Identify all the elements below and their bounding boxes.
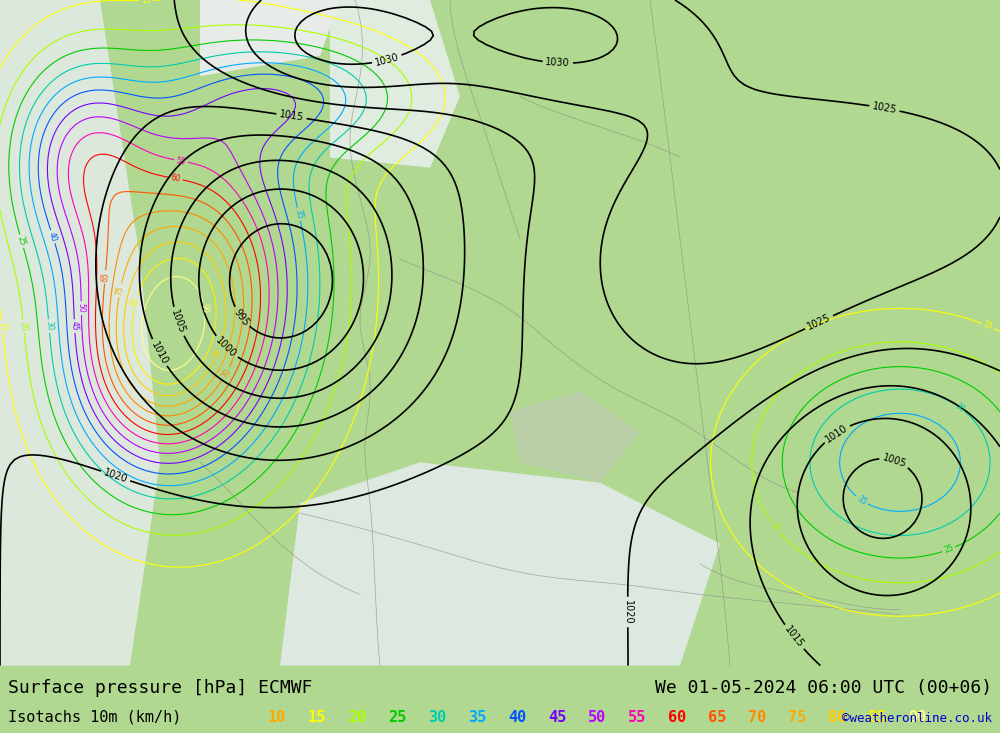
Text: 30: 30: [44, 321, 54, 331]
Text: 1015: 1015: [782, 625, 806, 650]
Text: 1010: 1010: [149, 339, 169, 366]
Text: 1010: 1010: [824, 422, 850, 444]
Text: 15: 15: [982, 320, 994, 332]
Text: 30: 30: [953, 401, 966, 414]
Text: 25: 25: [16, 235, 27, 247]
Text: 25: 25: [388, 710, 406, 725]
Text: 1015: 1015: [279, 109, 304, 123]
Text: 45: 45: [70, 321, 79, 331]
Text: 60: 60: [170, 173, 181, 184]
Text: 70: 70: [748, 710, 766, 725]
Text: 75: 75: [115, 284, 125, 296]
Text: 80: 80: [212, 347, 224, 359]
Text: 80: 80: [828, 710, 846, 725]
Text: 35: 35: [468, 710, 486, 725]
Text: 1025: 1025: [806, 312, 832, 332]
Text: 1025: 1025: [871, 101, 897, 115]
Text: 60: 60: [668, 710, 686, 725]
Text: 1020: 1020: [623, 600, 633, 625]
Text: 50: 50: [588, 710, 606, 725]
Text: 25: 25: [943, 544, 955, 556]
Text: 1030: 1030: [374, 51, 400, 67]
Text: 20: 20: [19, 321, 29, 331]
Text: 55: 55: [175, 155, 187, 166]
Text: We 01-05-2024 06:00 UTC (00+06): We 01-05-2024 06:00 UTC (00+06): [655, 679, 992, 697]
Text: ©weatheronline.co.uk: ©weatheronline.co.uk: [842, 712, 992, 725]
Text: 20: 20: [768, 520, 781, 534]
Text: 15: 15: [141, 0, 151, 5]
Text: 85: 85: [130, 296, 141, 308]
Text: 70: 70: [220, 366, 232, 380]
Polygon shape: [0, 0, 160, 666]
Text: 35: 35: [293, 209, 304, 220]
Polygon shape: [200, 0, 340, 76]
Text: 65: 65: [100, 272, 110, 282]
Text: 20: 20: [348, 710, 366, 725]
Text: 1020: 1020: [102, 468, 129, 485]
Text: 50: 50: [77, 303, 86, 313]
Text: 90: 90: [199, 303, 209, 314]
Text: Surface pressure [hPa] ECMWF: Surface pressure [hPa] ECMWF: [8, 679, 312, 697]
Text: 45: 45: [548, 710, 566, 725]
Text: 40: 40: [47, 231, 59, 243]
Text: 15: 15: [308, 710, 326, 725]
Text: 55: 55: [628, 710, 646, 725]
Text: 1005: 1005: [881, 452, 908, 469]
Text: 15: 15: [0, 321, 7, 331]
Text: 65: 65: [708, 710, 726, 725]
Text: Isotachs 10m (km/h): Isotachs 10m (km/h): [8, 710, 181, 725]
Text: 1000: 1000: [214, 335, 238, 360]
Polygon shape: [510, 391, 640, 482]
Polygon shape: [280, 463, 720, 666]
Text: 995: 995: [232, 307, 251, 328]
Text: 35: 35: [855, 494, 868, 507]
Polygon shape: [330, 0, 460, 168]
Text: 40: 40: [508, 710, 526, 725]
Text: 85: 85: [868, 710, 886, 725]
Text: 90: 90: [908, 710, 926, 725]
Text: 30: 30: [428, 710, 446, 725]
Text: 10: 10: [268, 710, 286, 725]
Text: 75: 75: [788, 710, 806, 725]
Text: 1005: 1005: [169, 309, 187, 335]
Text: 1030: 1030: [545, 57, 570, 69]
